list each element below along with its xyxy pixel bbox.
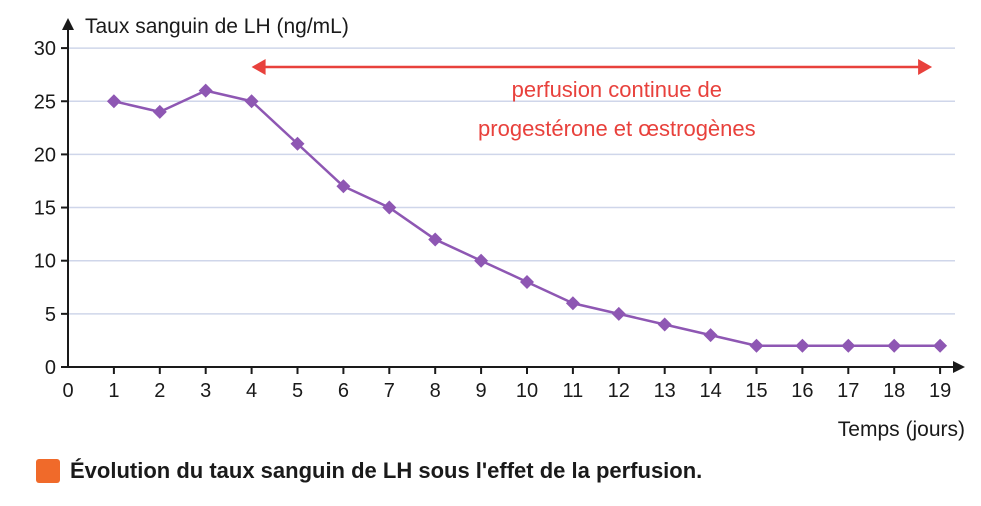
data-point [565,296,580,311]
data-point [657,317,672,332]
grid-lines [68,47,955,315]
x-tick-label: 6 [338,380,349,402]
x-axis-label: Temps (jours) [838,418,965,441]
x-tick-label: 19 [929,380,951,402]
data-point [428,232,443,247]
data-point [795,338,810,353]
x-tick-label: 13 [654,380,676,402]
axes [61,18,965,374]
annotation-line-1: perfusion continue de [512,77,722,102]
annotation-arrow-left-icon [251,59,266,75]
y-tick-label: 10 [34,251,56,273]
y-axis-arrow [62,18,74,30]
data-point [382,200,397,215]
x-tick-label: 1 [108,380,119,402]
data-point [290,136,305,151]
annotation: perfusion continue de progestérone et œst… [251,59,933,141]
data-point [198,83,213,98]
x-tick-label: 3 [200,380,211,402]
data-point [841,338,856,353]
data-point [520,274,534,289]
x-tick-label: 5 [292,380,303,402]
y-tick-label: 0 [45,357,56,379]
x-axis-arrow [953,361,965,373]
x-tick-label: 10 [516,380,538,402]
x-tick-label: 2 [154,380,165,402]
x-tick-label: 4 [246,380,257,402]
data-point [611,306,626,321]
y-tick-label: 30 [34,38,56,60]
figure-caption: Évolution du taux sanguin de LH sous l'e… [36,456,702,486]
data-point [152,104,167,119]
data-point [336,179,351,194]
x-tick-label: 12 [608,380,630,402]
annotation-arrow-right-icon [918,59,933,75]
x-tick-label: 14 [699,380,721,402]
data-point [703,328,718,343]
y-axis-label: Taux sanguin de LH (ng/mL) [85,15,349,38]
data-point [106,94,121,109]
annotation-line-2: progestérone et œstrogènes [478,116,756,141]
data-point [887,338,902,353]
x-tick-label: 17 [837,380,859,402]
x-tick-label: 15 [745,380,767,402]
caption-square-icon [36,459,60,483]
data-point [749,338,764,353]
x-tick-label: 7 [384,380,395,402]
series [106,83,948,353]
x-tick-label: 8 [430,380,441,402]
x-tick-label: 11 [563,380,584,402]
y-tick-label: 15 [34,198,56,220]
x-tick-label: 18 [883,380,905,402]
data-point [244,94,259,109]
data-point [474,253,489,268]
y-tick-label: 5 [45,304,56,326]
x-tick-label: 16 [791,380,813,402]
data-point [933,338,948,353]
y-tick-label: 20 [34,144,56,166]
y-tick-label: 25 [34,91,56,113]
x-tick-label: 0 [62,380,73,402]
caption-text: Évolution du taux sanguin de LH sous l'e… [70,458,703,483]
x-tick-label: 9 [476,380,487,402]
